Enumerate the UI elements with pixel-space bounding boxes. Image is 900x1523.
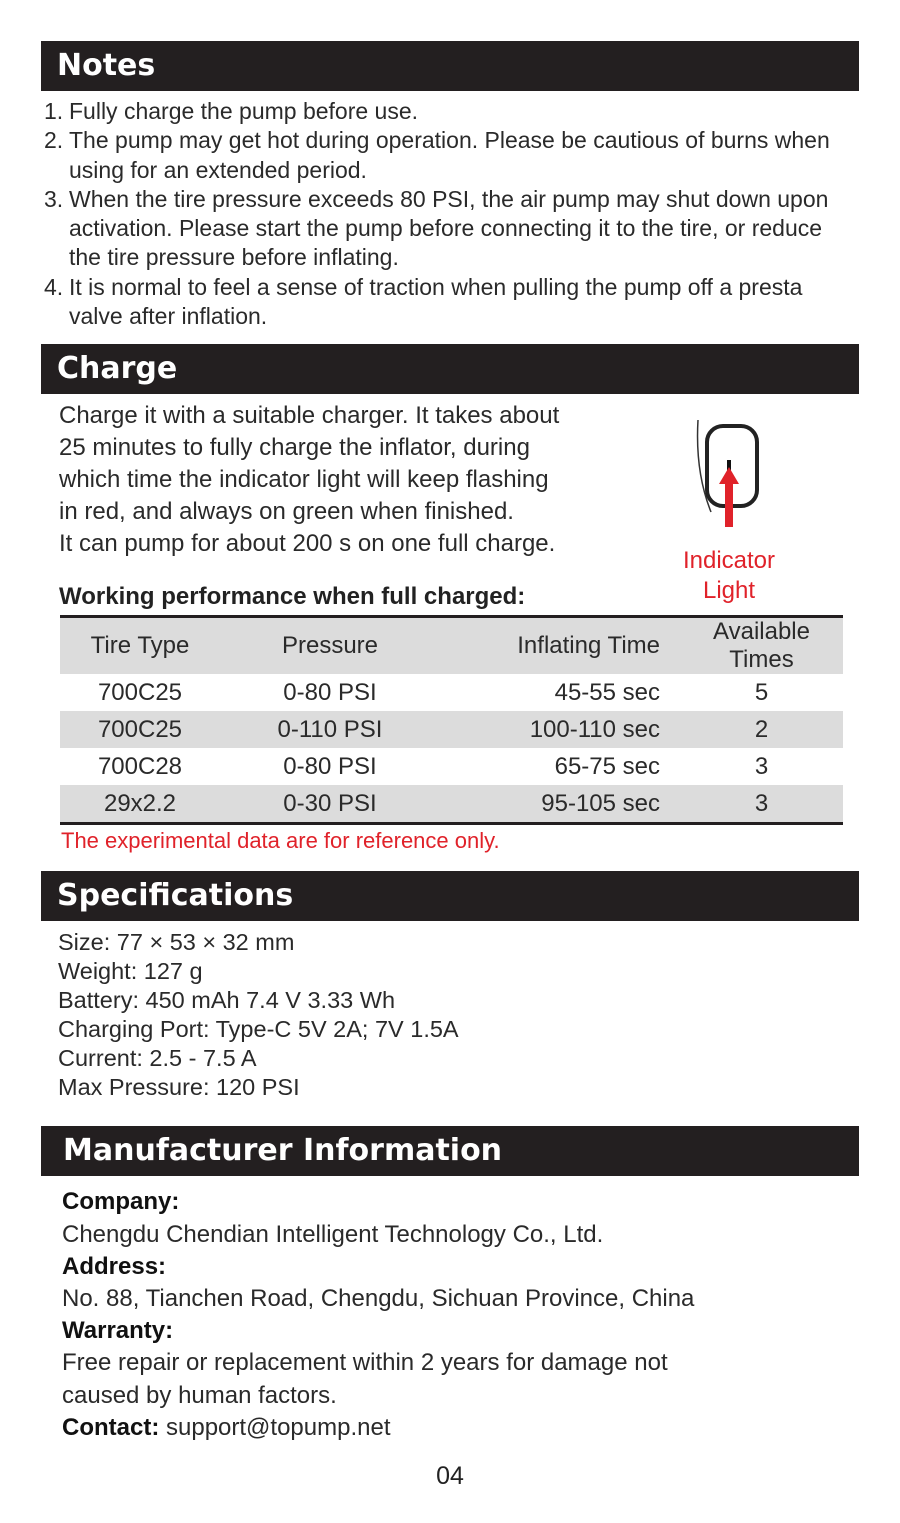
item-number: 2.: [44, 127, 64, 154]
table-row: 29x2.2 0-30 PSI 95-105 sec 3: [60, 785, 843, 824]
indicator-column: Indicator Light: [669, 400, 789, 612]
item-number: 3.: [44, 185, 64, 212]
cell: 45-55 sec: [554, 678, 660, 706]
charge-header: Charge: [41, 344, 859, 395]
pump-indicator-illustration: [696, 420, 759, 528]
spec-current: Current: 2.5 - 7.5 A: [58, 1045, 257, 1072]
cell: 65-75 sec: [554, 752, 660, 780]
specifications-list: Size: 77 × 53 × 32 mm Weight: 127 g Batt…: [58, 928, 900, 1102]
company-value: Chengdu Chendian Intelligent Technology …: [62, 1220, 604, 1248]
company-label: Company:: [62, 1188, 180, 1216]
indicator-label: Indicator Light: [683, 546, 775, 606]
column-header: Tire Type: [90, 632, 190, 660]
cell: 5: [754, 678, 769, 706]
column-header: Pressure: [281, 632, 379, 660]
indicator-label-line: Light: [702, 577, 756, 605]
spec-charging-port: Charging Port: Type-C 5V 2A; 7V 1.5A: [58, 1016, 459, 1043]
item-number: 4.: [44, 273, 64, 300]
table-header-row: Tire Type Pressure Inflating Time Availa…: [60, 616, 843, 675]
cell: 0-30 PSI: [283, 789, 377, 817]
list-item: 1. Fully charge the pump before use.: [44, 97, 844, 126]
table-row: 700C25 0-110 PSI 100-110 sec 2: [60, 711, 843, 749]
cell: 29x2.2: [103, 789, 177, 817]
charge-line: which time the indicator light will keep…: [59, 466, 549, 494]
spec-battery: Battery: 450 mAh 7.4 V 3.33 Wh: [58, 987, 396, 1014]
item-text: Fully charge the pump before use.: [69, 98, 419, 124]
cell: 100-110 sec: [529, 715, 660, 743]
notes-header: Notes: [41, 41, 859, 91]
cell: 3: [754, 752, 769, 780]
item-text: The pump may get hot during operation. P…: [69, 127, 830, 183]
list-item: 3. When the tire pressure exceeds 80 PSI,…: [44, 185, 844, 273]
table-row: 700C25 0-80 PSI 45-55 sec 5: [60, 674, 843, 711]
charge-section: Charge it with a suitable charger. It ta…: [0, 400, 900, 612]
address-value: No. 88, Tianchen Road, Chengdu, Sichuan …: [62, 1284, 695, 1312]
list-item: 4. It is normal to feel a sense of tracti…: [44, 273, 844, 332]
page-number: 04: [436, 1462, 464, 1490]
column-header: Available Times: [713, 618, 810, 674]
performance-title: Working performance when full charged:: [59, 583, 526, 611]
warranty-value: Free repair or replacement within 2 year…: [62, 1349, 668, 1377]
charge-line: Charge it with a suitable charger. It ta…: [59, 402, 560, 430]
specifications-header: Specifications: [41, 871, 859, 922]
cell: 700C28: [97, 752, 183, 780]
charge-line: 25 minutes to fully charge the inflator,…: [59, 434, 530, 462]
contact-label: Contact:: [62, 1413, 160, 1441]
column-header: Inflating Time: [517, 632, 660, 660]
table-row: 700C28 0-80 PSI 65-75 sec 3: [60, 748, 843, 785]
indicator-label-line: Indicator: [682, 547, 776, 575]
reference-note: The experimental data are for reference …: [61, 828, 500, 854]
contact-email[interactable]: support@topump.net: [166, 1413, 391, 1441]
arrow-up-icon: [719, 467, 739, 528]
warranty-label: Warranty:: [62, 1317, 174, 1345]
charge-line: in red, and always on green when finishe…: [59, 498, 514, 526]
manufacturer-info: Company: Chengdu Chendian Intelligent Te…: [62, 1186, 852, 1444]
item-text: When the tire pressure exceeds 80 PSI, t…: [69, 185, 829, 271]
cell: 0-110 PSI: [277, 715, 383, 743]
address-label: Address:: [62, 1252, 167, 1280]
item-text: It is normal to feel a sense of traction…: [69, 273, 803, 330]
manufacturer-header: Manufacturer Information: [41, 1126, 859, 1177]
cell: 3: [754, 789, 769, 817]
cell: 700C25: [97, 678, 183, 706]
cell: 95-105 sec: [541, 789, 660, 817]
performance-table: Tire Type Pressure Inflating Time Availa…: [60, 615, 843, 826]
cell: 700C25: [97, 715, 183, 743]
cell: 2: [754, 715, 769, 743]
notes-list: 1. Fully charge the pump before use. 2. Th…: [44, 97, 844, 331]
list-item: 2. The pump may get hot during operation.…: [44, 126, 844, 185]
warranty-value: caused by human factors.: [62, 1381, 337, 1409]
charge-line: It can pump for about 200 s on one full …: [59, 530, 556, 558]
spec-weight: Weight: 127 g: [58, 958, 203, 985]
charge-description: Charge it with a suitable charger. It ta…: [59, 400, 659, 560]
cell: 0-80 PSI: [283, 678, 377, 706]
charge-text-column: Charge it with a suitable charger. It ta…: [59, 400, 659, 612]
item-number: 1.: [44, 98, 64, 124]
cell: 0-80 PSI: [283, 752, 377, 780]
spec-size: Size: 77 × 53 × 32 mm: [58, 929, 295, 956]
spec-max-pressure: Max Pressure: 120 PSI: [58, 1074, 300, 1101]
